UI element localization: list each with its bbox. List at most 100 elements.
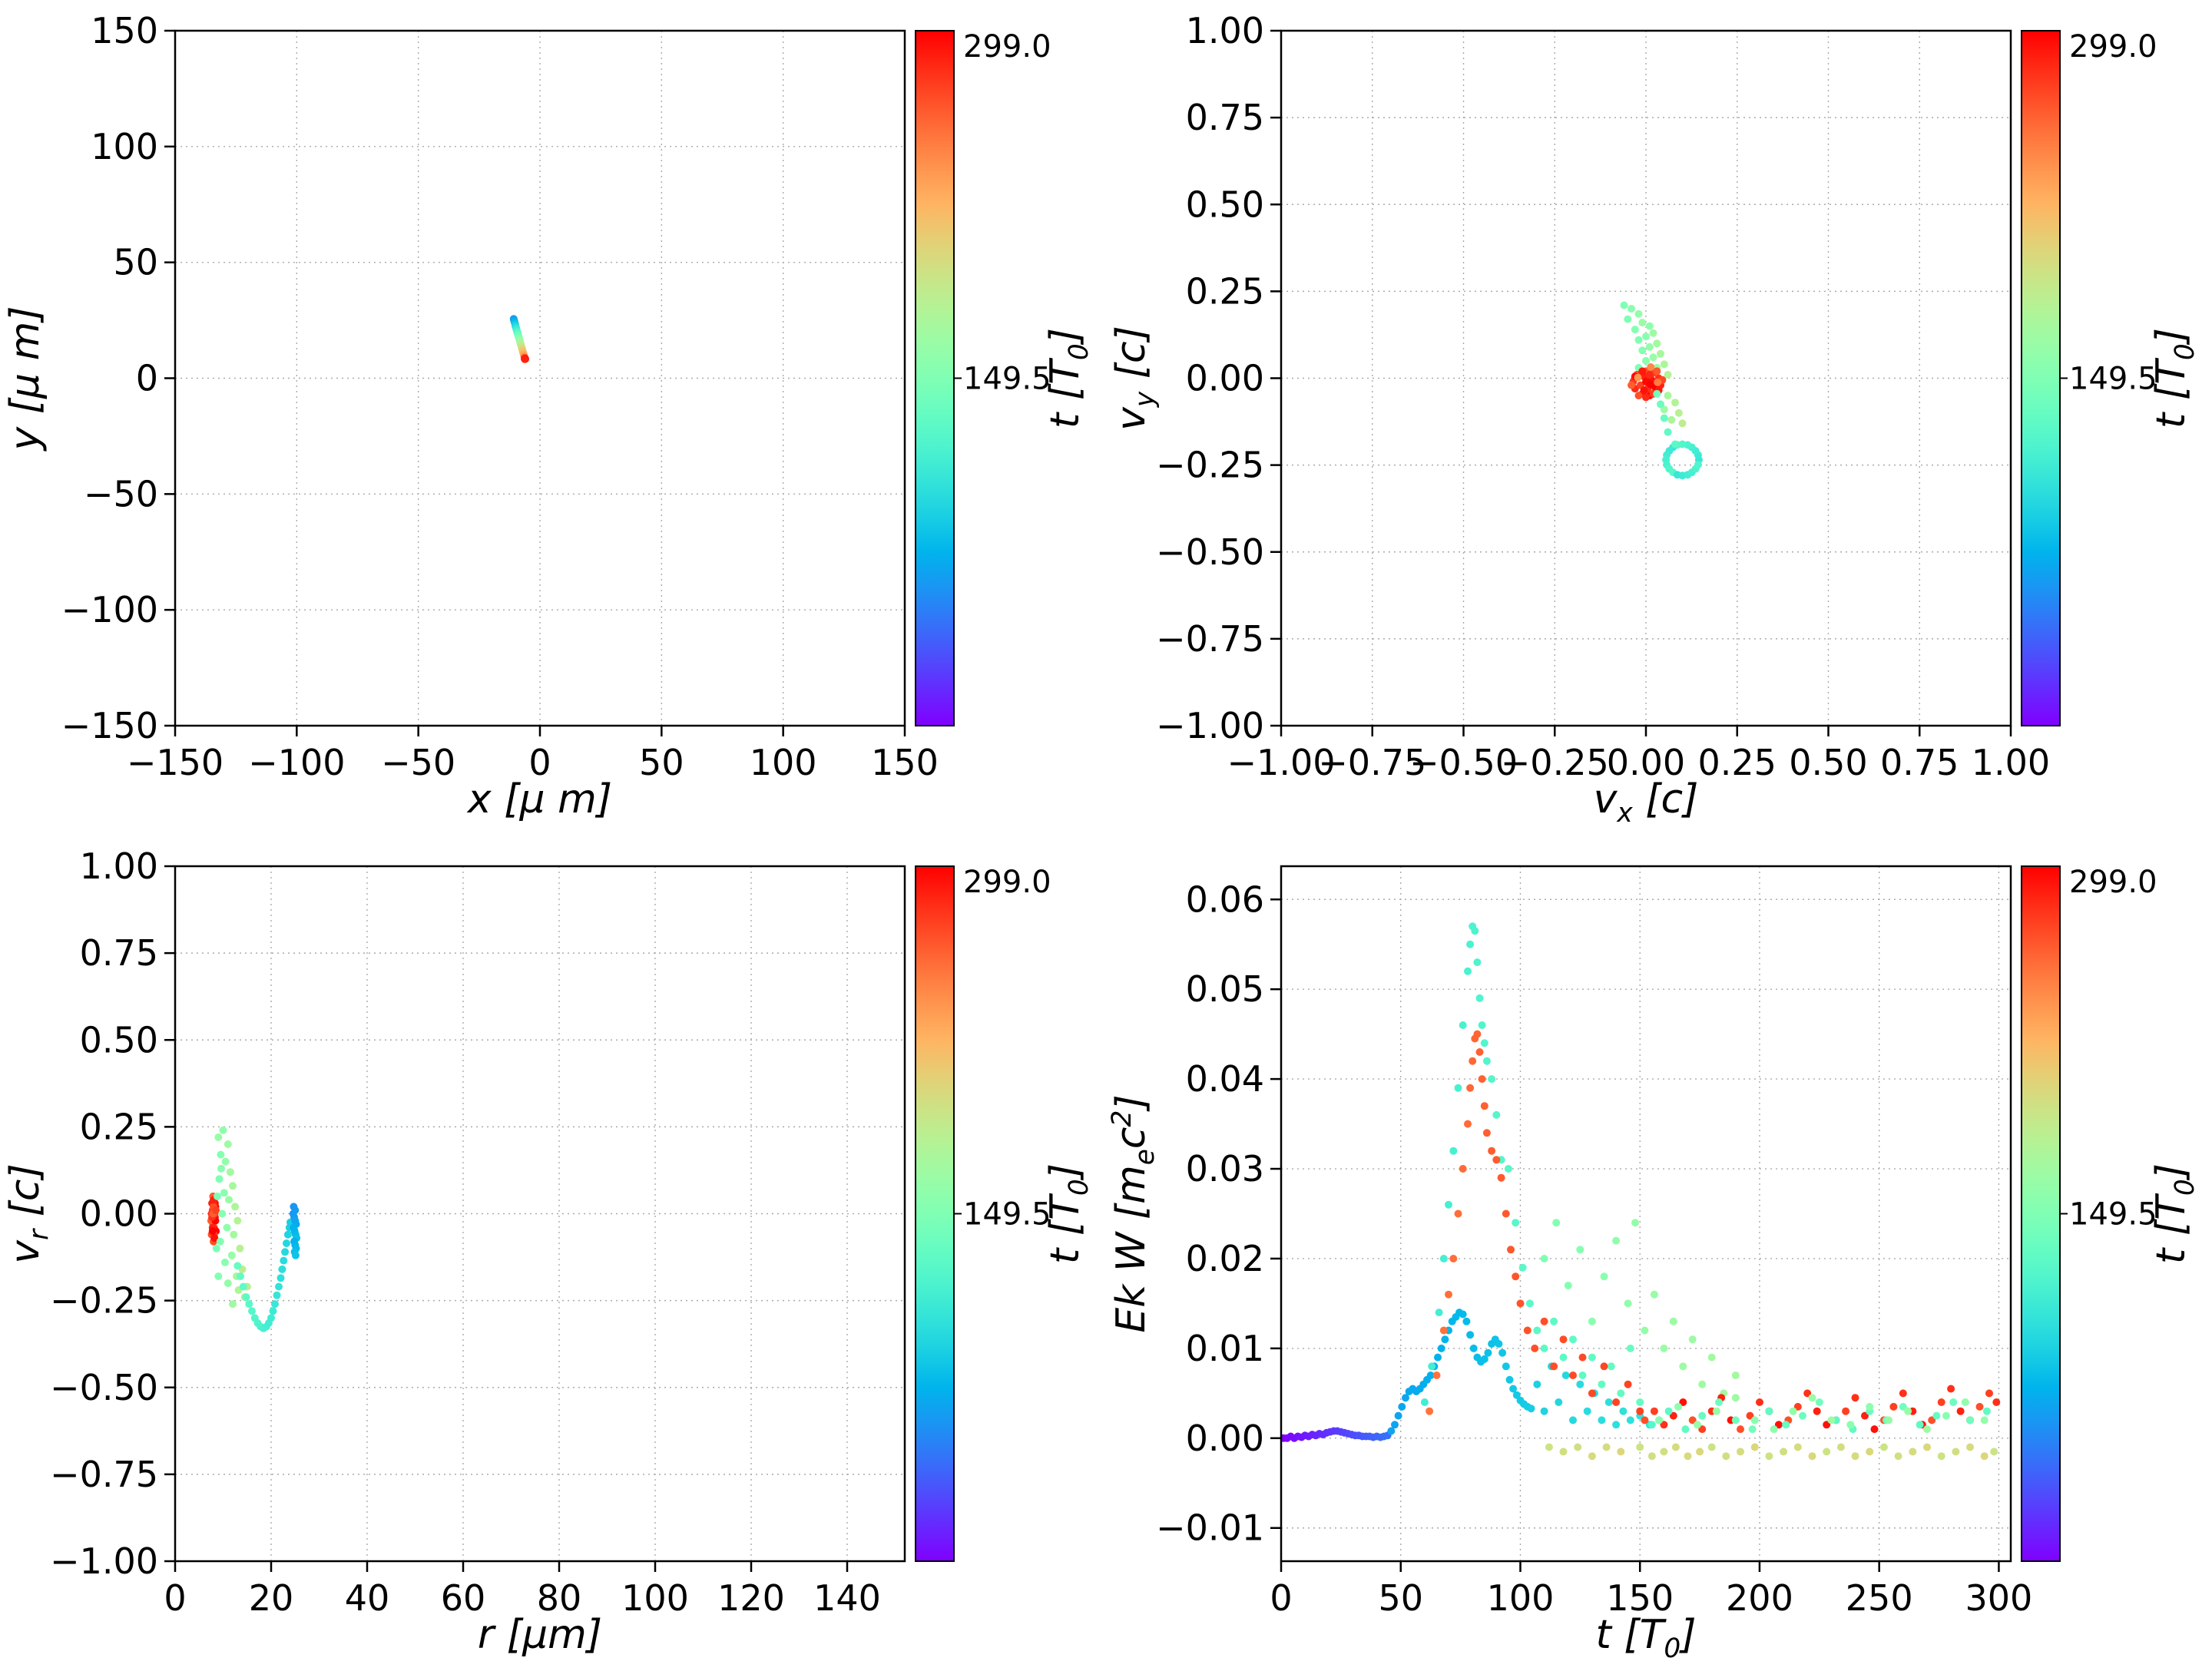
axes-spines (1280, 865, 2012, 1563)
colorbar-label: t [T0] (1042, 1163, 1094, 1264)
y-tick-label: 0.50 (1186, 184, 1264, 225)
x-tick-label: 0.50 (1789, 742, 1867, 783)
y-tick-label: −0.25 (1156, 445, 1264, 486)
x-tick-label: 100 (621, 1577, 689, 1619)
y-axis-label: vr [c] (2, 1163, 55, 1264)
x-tick-label: −100 (248, 742, 345, 783)
scatter-points (207, 1126, 301, 1332)
colorbar-tick-label: 149.5 (963, 362, 1051, 397)
x-tick-label: 200 (1726, 1577, 1793, 1619)
velocity-vx-vy-axes: −1.00−0.75−0.50−0.250.00 0.25 0.50 0.75 1.00… (1108, 10, 2200, 829)
x-tick-label: 150 (1606, 1577, 1674, 1619)
x-tick-label: 0.75 (1880, 742, 1959, 783)
tick-labels: 0 50 100 150 200 250 300 −0.01 0.00 0.01 0.02 0.03 0… (1156, 879, 2032, 1619)
x-tick-label: −0.50 (1409, 742, 1518, 783)
colorbar-tick-label: 149.5 (963, 1197, 1051, 1233)
colorbar-tick-label: 299.0 (2069, 865, 2157, 900)
x-tick-label: 120 (717, 1577, 785, 1619)
y-tick-label: −50 (84, 473, 158, 515)
x-tick-label: 0.00 (1607, 742, 1685, 783)
x-tick-label: −0.25 (1501, 742, 1609, 783)
colorbar-tick-label: 149.5 (2069, 1197, 2157, 1233)
x-tick-label: 250 (1846, 1577, 1913, 1619)
y-tick-label: −0.25 (50, 1280, 158, 1322)
position-xy-plot: −150 −100 −50 0 50 100 150 −150 −100 −50 0 50 100 150… (2, 10, 1094, 822)
series-second-peak-orange (1426, 1030, 1644, 1415)
y-tick-label: 0.02 (1186, 1238, 1264, 1279)
x-tick-label: −50 (381, 742, 455, 783)
y-tick-label: 0.03 (1186, 1148, 1264, 1190)
y-axis-label: y [μ m] (2, 306, 48, 452)
x-tick-label: −0.75 (1318, 742, 1426, 783)
axes-spines (174, 29, 906, 727)
y-tick-label: 1.00 (80, 845, 158, 887)
y-tick-label: 0 (136, 358, 158, 399)
gridlines (1280, 866, 2011, 1561)
y-tick-label: −0.50 (50, 1367, 158, 1408)
radial-phase-space-axes: 0 20 40 60 80 100 120 140 −1.00 −0.75 −0.50 −0.25 0.… (2, 845, 1094, 1658)
series-velocity-loop (1662, 440, 1703, 480)
x-tick-label: 50 (639, 742, 684, 783)
colorbar-tick-label: 299.0 (963, 29, 1051, 65)
x-tick-label: 0 (164, 1577, 186, 1619)
subplot-velocity-vx-vy: −1.00 −0.75 −0.50 −0.25 0.00 0.25 0.50 0.75 1.00… (1106, 0, 2212, 836)
gridlines (174, 865, 905, 1562)
axes-spines (174, 865, 906, 1563)
y-tick-label: 0.75 (80, 932, 158, 974)
series-trajectory (509, 315, 529, 363)
radial-phase-space-plot: 0 20 40 60 80 100 120 140 −1.00 −0.75 −0.50 −0.25 0.… (2, 845, 1094, 1658)
series-below-zero-yellow (1545, 1443, 1998, 1461)
x-tick-label: 60 (441, 1577, 486, 1619)
colorbar-label: t [T0] (2148, 328, 2200, 429)
scatter-points (1281, 922, 2001, 1461)
gridlines (174, 30, 906, 726)
y-tick-label: 0.00 (1186, 1418, 1264, 1459)
tick-labels: −1.00−0.75−0.50−0.250.00 0.25 0.50 0.75 1.00… (1156, 10, 2050, 783)
scatter-points (509, 315, 529, 363)
y-tick-label: 100 (91, 126, 158, 167)
colorbar (916, 31, 954, 726)
y-tick-label: −0.75 (1156, 618, 1264, 660)
series-early-flat (1281, 1427, 1392, 1442)
x-tick-label: 300 (1965, 1577, 2033, 1619)
y-tick-label: −100 (61, 589, 158, 630)
y-tick-label: −0.50 (1156, 531, 1264, 573)
y-tick-label: 0.01 (1186, 1328, 1264, 1369)
series-mid-scatter-green (1540, 1219, 1740, 1398)
y-tick-label: 1.00 (1186, 10, 1264, 51)
colorbar-tick-label: 299.0 (963, 865, 1051, 900)
x-axis-label: x [μ m] (466, 776, 612, 822)
colorbar (2022, 866, 2060, 1561)
series-mid-scatter (212, 1126, 251, 1309)
y-tick-label: 0.04 (1186, 1058, 1264, 1100)
series-loop-tail (1653, 389, 1679, 448)
y-tick-label: −1.00 (50, 1540, 158, 1582)
series-early-points (289, 1203, 301, 1259)
y-tick-label: 0.00 (80, 1193, 158, 1235)
x-tick-label: −1.00 (1227, 742, 1336, 783)
y-axis-label: Ek W [mec2] (1107, 1094, 1161, 1332)
x-tick-label: 140 (813, 1577, 881, 1619)
colorbar (916, 866, 954, 1561)
x-tick-label: 0 (528, 742, 551, 783)
x-tick-label: −150 (127, 742, 224, 783)
y-tick-label: −1.00 (1156, 705, 1264, 746)
position-xy-axes: −150 −100 −50 0 50 100 150 −150 −100 −50 0 50 100 150… (2, 10, 1094, 822)
subplot-position-xy: −150 −100 −50 0 50 100 150 −150 −100 −50 0 50 100 150… (0, 0, 1106, 836)
y-tick-label: −0.75 (50, 1454, 158, 1495)
colorbar-tick-label: 299.0 (2069, 29, 2157, 65)
x-axis-label: t [T0] (1595, 1612, 1696, 1664)
subplot-kinetic-energy-vs-time: 0 50 100 150 200 250 300 −0.01 0.00 0.01 0.02 0.03 0… (1106, 836, 2212, 1671)
scatter-points (1620, 301, 1703, 480)
x-tick-label: 40 (345, 1577, 390, 1619)
series-inward-curve (233, 1218, 294, 1332)
y-tick-label: 0.00 (1186, 358, 1264, 399)
y-tick-label: 0.50 (80, 1019, 158, 1061)
x-axis-label: r [μm] (478, 1612, 602, 1658)
series-late-cluster (207, 1192, 220, 1246)
series-late-tail-green (1655, 1394, 1988, 1434)
y-tick-label: −0.01 (1156, 1507, 1264, 1549)
y-axis-label: vy [c] (1108, 326, 1161, 431)
y-tick-label: 0.25 (80, 1106, 158, 1147)
